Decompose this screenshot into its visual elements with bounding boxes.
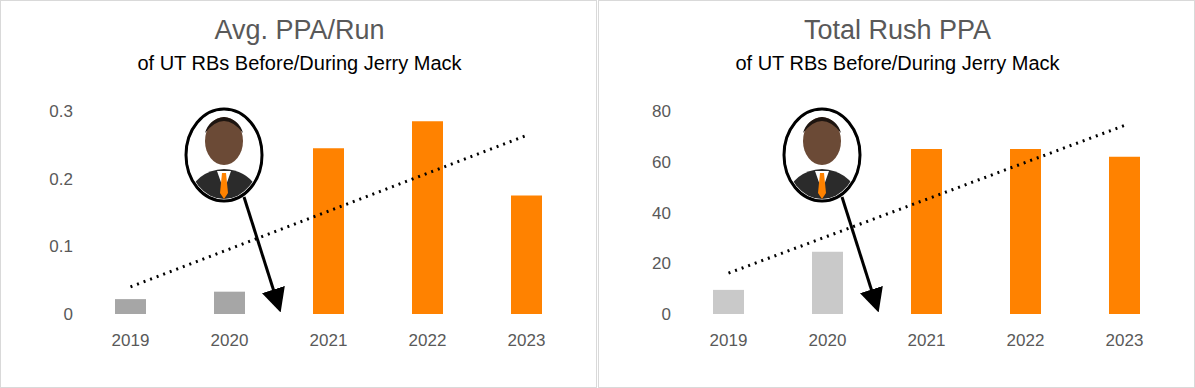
svg-text:80: 80 xyxy=(652,102,671,121)
svg-text:0: 0 xyxy=(64,305,73,324)
svg-text:0.3: 0.3 xyxy=(49,102,73,121)
svg-text:60: 60 xyxy=(652,153,671,172)
html-text:of UT RBs Before/During Jerry: of UT RBs Before/During Jerry Mack xyxy=(137,52,462,74)
svg-text:2022: 2022 xyxy=(409,331,447,350)
html-text:of UT RBs Before/During Jerry: of UT RBs Before/During Jerry Mack xyxy=(735,52,1060,74)
svg-text:2021: 2021 xyxy=(908,331,946,350)
svg-text:0.1: 0.1 xyxy=(49,237,73,256)
svg-text:2022: 2022 xyxy=(1007,331,1045,350)
svg-text:2020: 2020 xyxy=(211,331,249,350)
svg-text:0: 0 xyxy=(662,305,671,324)
html-text:Total Rush PPA: Total Rush PPA xyxy=(804,15,991,45)
html-text:Avg. PPA/Run: Avg. PPA/Run xyxy=(214,15,385,45)
svg-text:2021: 2021 xyxy=(310,331,348,350)
svg-text:2019: 2019 xyxy=(112,331,150,350)
svg-text:2023: 2023 xyxy=(508,331,546,350)
svg-text:2023: 2023 xyxy=(1106,331,1144,350)
svg-text:40: 40 xyxy=(652,204,671,223)
svg-text:2019: 2019 xyxy=(710,331,748,350)
svg-text:0.2: 0.2 xyxy=(49,170,73,189)
svg-text:20: 20 xyxy=(652,254,671,273)
svg-text:2020: 2020 xyxy=(809,331,847,350)
